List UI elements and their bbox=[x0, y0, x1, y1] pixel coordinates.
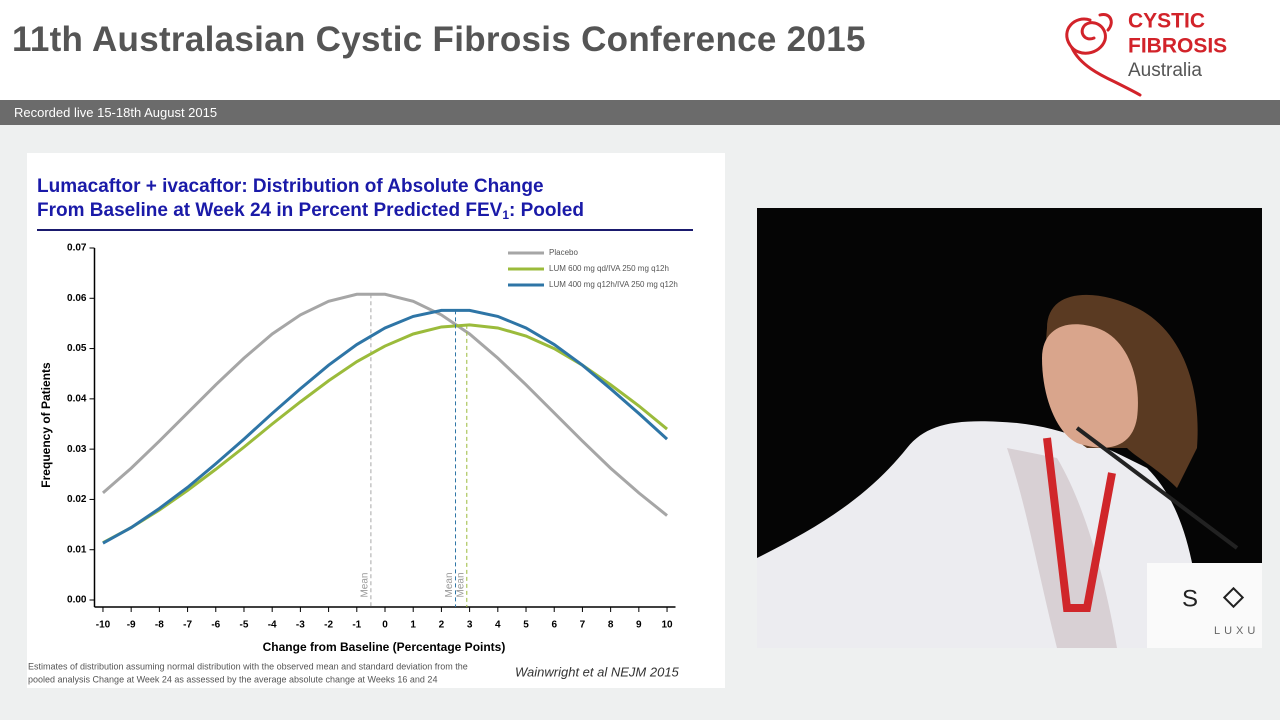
x-tick-label: 4 bbox=[495, 620, 501, 631]
data-line bbox=[101, 292, 668, 517]
y-tick-label: 0.03 bbox=[67, 444, 87, 455]
legend-label: LUM 400 mg q12h/IVA 250 mg q12h bbox=[549, 280, 678, 289]
y-tick-label: 0.01 bbox=[67, 544, 87, 555]
logo-line: CYSTIC bbox=[1128, 10, 1205, 33]
logo-line: FIBROSIS bbox=[1128, 35, 1227, 58]
y-axis-label: Frequency of Patients bbox=[39, 362, 53, 488]
x-axis-label: Change from Baseline (Percentage Points) bbox=[263, 640, 506, 654]
x-tick-label: 7 bbox=[580, 620, 586, 631]
title-line: Lumacaftor + ivacaftor: Distribution of … bbox=[37, 176, 544, 197]
y-tick-label: 0.04 bbox=[67, 393, 87, 404]
info-bar: Recorded live 15-18th August 2015 bbox=[0, 100, 1280, 125]
slide: Lumacaftor + ivacaftor: Distribution of … bbox=[27, 153, 725, 688]
speaker-face bbox=[1042, 324, 1138, 448]
x-tick-label: 6 bbox=[551, 620, 557, 631]
x-tick-label: 8 bbox=[608, 620, 614, 631]
x-tick-label: -7 bbox=[183, 620, 192, 631]
y-tick-label: 0.05 bbox=[67, 343, 87, 354]
data-line bbox=[102, 308, 669, 545]
footnote: pooled analysis Change at Week 24 as ass… bbox=[28, 674, 437, 684]
mean-label: Mean bbox=[455, 572, 466, 597]
speaker-video: S LUXU bbox=[757, 208, 1262, 648]
y-tick-label: 0.00 bbox=[67, 595, 87, 606]
legend-label: Placebo bbox=[549, 248, 578, 257]
header: 11th Australasian Cystic Fibrosis Confer… bbox=[0, 0, 1280, 100]
x-tick-label: 0 bbox=[382, 620, 388, 631]
sign-subtext: LUXU bbox=[1214, 625, 1259, 637]
lanyard bbox=[1043, 437, 1116, 612]
logo-line: Australia bbox=[1128, 60, 1202, 81]
x-tick-label: 1 bbox=[410, 620, 416, 631]
x-tick-label: -6 bbox=[211, 620, 220, 631]
footnote: Estimates of distribution assuming norma… bbox=[28, 661, 468, 671]
x-tick-label: -9 bbox=[127, 620, 136, 631]
logo: CYSTIC FIBROSIS Australia bbox=[1065, 10, 1227, 97]
x-tick-label: 5 bbox=[523, 620, 529, 631]
y-tick-label: 0.07 bbox=[67, 243, 87, 254]
slide-background bbox=[27, 153, 725, 688]
title-line: From Baseline at Week 24 in Percent Pred… bbox=[37, 200, 503, 221]
x-tick-label: -3 bbox=[296, 620, 305, 631]
sign bbox=[1147, 563, 1262, 648]
y-tick-label: 0.02 bbox=[67, 494, 87, 505]
mean-label: Mean bbox=[360, 572, 371, 597]
y-tick-label: 0.06 bbox=[67, 293, 87, 304]
sign-text: S bbox=[1182, 585, 1198, 612]
x-tick-label: -5 bbox=[240, 620, 249, 631]
recorded-text: Recorded live 15-18th August 2015 bbox=[14, 105, 218, 120]
title-subscript: 1 bbox=[502, 208, 509, 222]
x-tick-label: -1 bbox=[352, 620, 361, 631]
x-tick-label: -2 bbox=[324, 620, 333, 631]
x-tick-label: 10 bbox=[661, 620, 673, 631]
title-line: : Pooled bbox=[509, 200, 584, 221]
x-tick-label: 9 bbox=[636, 620, 642, 631]
slide-title: From Baseline at Week 24 in Percent Pred… bbox=[37, 200, 584, 222]
x-tick-label: -10 bbox=[96, 620, 111, 631]
legend-label: LUM 600 mg qd/IVA 250 mg q12h bbox=[549, 264, 669, 273]
x-tick-label: -8 bbox=[155, 620, 164, 631]
microphone bbox=[1075, 426, 1239, 550]
slide-title: Lumacaftor + ivacaftor: Distribution of … bbox=[37, 176, 544, 197]
citation: Wainwright et al NEJM 2015 bbox=[515, 664, 680, 679]
conference-title: 11th Australasian Cystic Fibrosis Confer… bbox=[12, 20, 866, 59]
mean-label: Mean bbox=[444, 572, 455, 597]
x-tick-label: -4 bbox=[268, 620, 277, 631]
x-tick-label: 3 bbox=[467, 620, 473, 631]
x-tick-label: 2 bbox=[439, 620, 445, 631]
sign-diamond bbox=[1222, 586, 1245, 609]
